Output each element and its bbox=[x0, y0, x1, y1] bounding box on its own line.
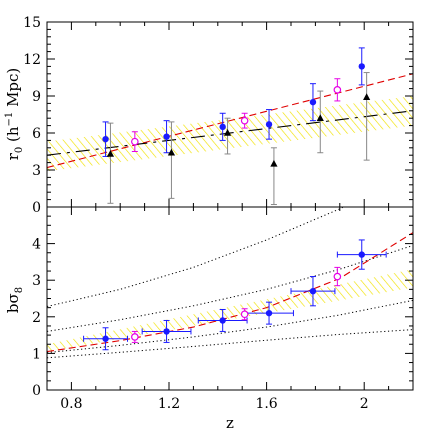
top-point-triangle-0 bbox=[106, 149, 115, 157]
top-ytick-label: 0 bbox=[32, 200, 41, 216]
top-ytick-label: 12 bbox=[23, 52, 41, 68]
bottom-dashed-line-0 bbox=[47, 232, 413, 353]
top-panel: 0 3 6 9 12 15 bbox=[23, 15, 414, 216]
top-point-filled-5 bbox=[358, 63, 365, 70]
bottom-dotted-curve-2 bbox=[47, 299, 413, 354]
bottom-hatched-band bbox=[47, 269, 413, 352]
top-point-filled-4 bbox=[309, 98, 317, 106]
bottom-point-filled-3 bbox=[265, 309, 273, 317]
top-point-filled-1 bbox=[163, 133, 170, 140]
top-point-triangle-2 bbox=[223, 129, 232, 136]
bottom-xtick-label: 2 bbox=[360, 396, 369, 412]
bottom-ytick-label: 4 bbox=[32, 237, 41, 253]
bottom-ytick-label: 3 bbox=[32, 273, 41, 289]
top-point-triangle-1 bbox=[167, 148, 176, 156]
bottom-ytick-label: 1 bbox=[32, 346, 41, 362]
bottom-dotted-curve-0 bbox=[47, 207, 345, 308]
top-point-filled-2 bbox=[219, 123, 226, 131]
top-point-open-2 bbox=[333, 86, 342, 94]
bottom-xtick-label: 1.6 bbox=[255, 396, 277, 412]
top-ylabel-rest: (h bbox=[4, 126, 22, 147]
top-plot-area bbox=[47, 73, 413, 172]
top-ylabel: r0 (h−1 Mpc) bbox=[4, 68, 25, 161]
top-point-triangle-4 bbox=[316, 114, 324, 121]
bottom-dotted-curve-1 bbox=[47, 244, 413, 332]
bottom-point-filled-2 bbox=[219, 317, 226, 324]
top-longdash-line-1 bbox=[47, 110, 413, 156]
bottom-point-filled-1 bbox=[163, 328, 170, 335]
bottom-xtick-label: 0.8 bbox=[60, 396, 82, 412]
top-ylabel-sub: 0 bbox=[14, 147, 25, 153]
bottom-point-open-2 bbox=[333, 272, 342, 281]
top-point-triangle-3 bbox=[270, 159, 278, 167]
top-point-filled-0 bbox=[102, 135, 109, 143]
bottom-point-filled-4 bbox=[309, 287, 317, 295]
bottom-panel: 0 1 2 3 4 0.8 1.2 1.6 2 bbox=[32, 206, 414, 412]
top-dashed-line-0 bbox=[47, 73, 413, 169]
bottom-ytick-label: 0 bbox=[32, 383, 41, 399]
bottom-frame bbox=[46, 206, 414, 391]
bottom-xtick-label: 1.2 bbox=[158, 396, 180, 412]
bottom-point-filled-5 bbox=[358, 251, 365, 258]
bottom-ytick-label: 2 bbox=[32, 310, 41, 326]
top-point-open-1 bbox=[240, 116, 249, 125]
top-point-filled-3 bbox=[265, 121, 273, 128]
top-ytick-label: 3 bbox=[32, 163, 41, 179]
top-point-triangle-5 bbox=[363, 93, 371, 101]
top-ylabel-sup: −1 bbox=[4, 112, 15, 127]
xlabel: z bbox=[226, 414, 234, 432]
top-ylabel-end: Mpc) bbox=[4, 68, 22, 112]
top-ytick-label: 15 bbox=[23, 15, 41, 31]
bottom-ylabel-sub: 8 bbox=[14, 287, 25, 293]
bottom-ylabel: bσ8 bbox=[4, 287, 25, 313]
top-ytick-label: 6 bbox=[32, 126, 41, 142]
top-ytick-label: 9 bbox=[32, 89, 41, 105]
bottom-point-open-0 bbox=[131, 333, 139, 341]
bottom-point-filled-0 bbox=[102, 335, 109, 342]
bottom-plot-area bbox=[47, 207, 413, 359]
bottom-dotted-curve-3 bbox=[47, 329, 413, 359]
bottom-point-open-1 bbox=[240, 310, 249, 319]
top-point-open-0 bbox=[131, 137, 139, 146]
